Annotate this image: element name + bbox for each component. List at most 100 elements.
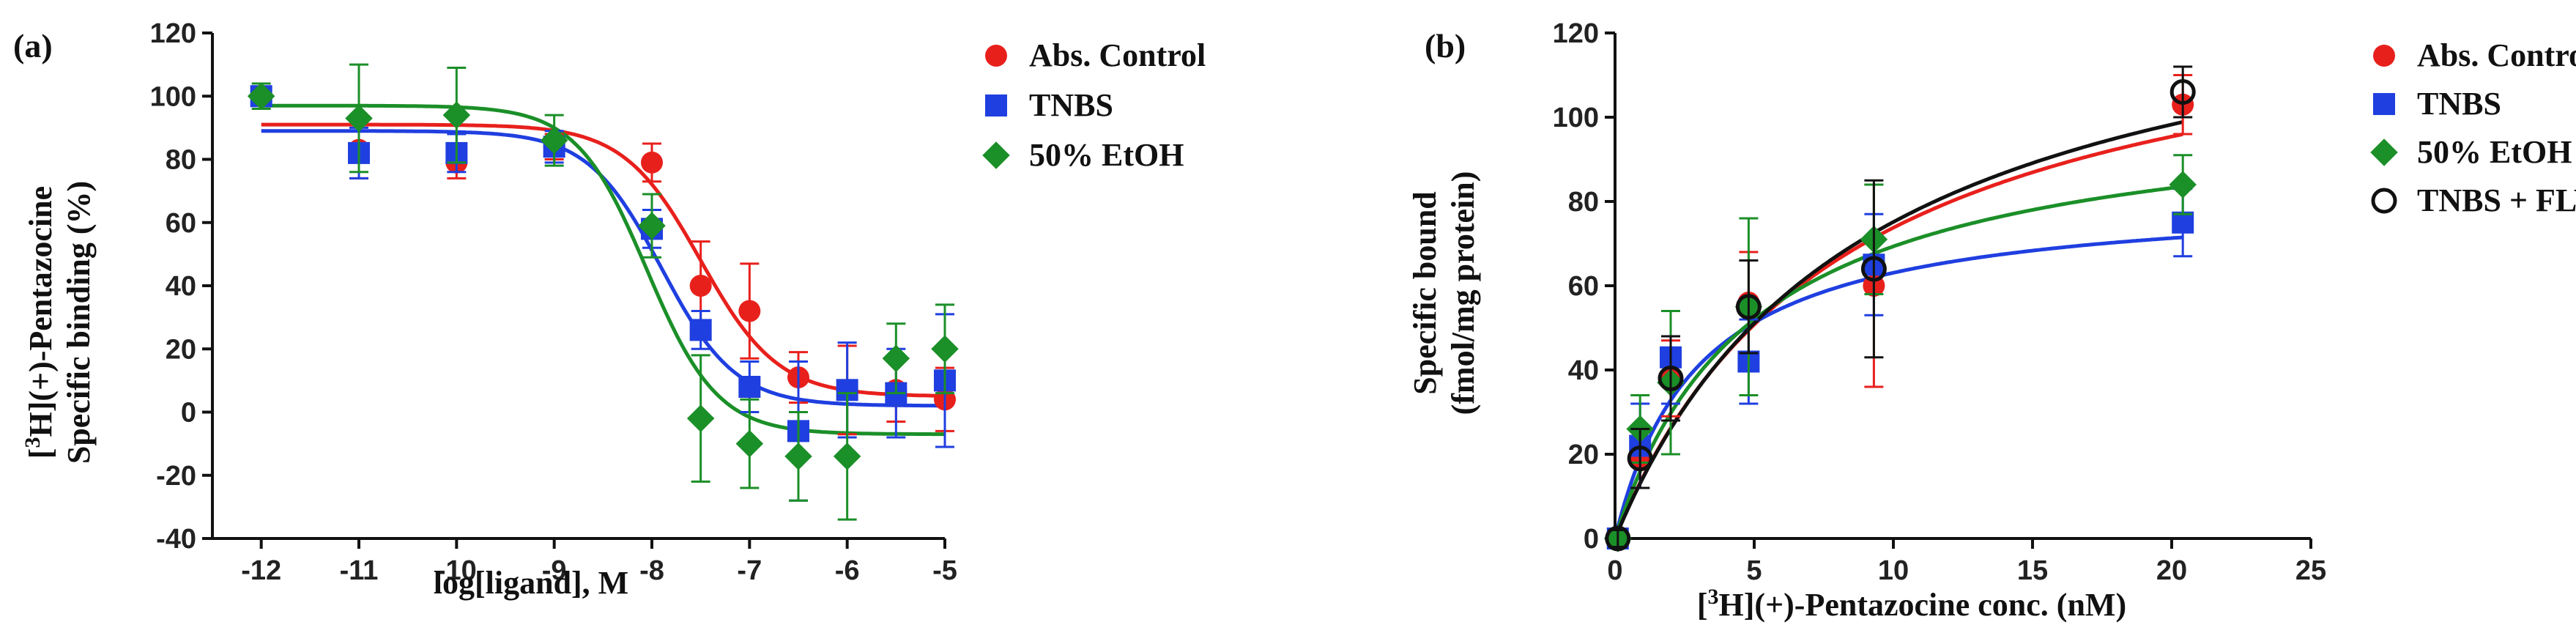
panel-a-ylabel-rest: H](+)-Pentazocine — [23, 186, 59, 437]
data-point — [738, 360, 761, 413]
legend-entry: 50% EtOH — [2370, 134, 2572, 170]
legend-marker — [2371, 188, 2397, 214]
panel-b-y-axis-label-line1: Specific bound — [1407, 191, 1443, 395]
data-point — [638, 193, 666, 259]
data-point — [686, 354, 715, 483]
x-tick-label: -7 — [737, 555, 762, 586]
x-tick-label: 20 — [2156, 555, 2187, 586]
marker — [882, 344, 910, 372]
data-point — [689, 310, 712, 350]
x-tick-label: 0 — [1607, 555, 1622, 586]
legend-marker — [2373, 45, 2395, 67]
legend-label: TNBS + FLV — [2417, 182, 2576, 218]
data-point — [442, 66, 471, 164]
data-point — [738, 262, 761, 360]
marker — [833, 443, 861, 470]
y-tick-label: 80 — [166, 145, 196, 176]
fit-curve-tnbs — [1613, 235, 2183, 539]
data-point — [735, 398, 764, 489]
error-bar — [2173, 65, 2193, 119]
marker — [345, 104, 373, 133]
x-tick-label: -8 — [639, 555, 664, 586]
panel-b-fit-curves — [1613, 120, 2183, 539]
fit-curve-50-etoh — [261, 103, 945, 437]
error-bar — [1864, 179, 1884, 359]
x-tick-label: -11 — [340, 555, 379, 586]
y-tick-label: 0 — [181, 398, 196, 429]
y-tick-label: 40 — [1568, 355, 1599, 386]
legend-label: TNBS — [1029, 87, 1113, 123]
data-point — [1860, 179, 1887, 359]
panel-a-label: (a) — [13, 27, 53, 64]
data-point — [247, 82, 275, 110]
y-tick-label: 60 — [1568, 271, 1599, 302]
panel-a-axes — [202, 32, 946, 549]
marker — [2169, 171, 2197, 199]
data-point — [540, 114, 568, 167]
legend-label: 50% EtOH — [2417, 134, 2572, 170]
y-tick-label: -20 — [156, 461, 196, 492]
legend-label: Abs. Control — [2417, 37, 2576, 73]
legend-entry: 50% EtOH — [982, 137, 1184, 173]
panel-b-y-axis-label-line2: (fmol/mg protein) — [1445, 171, 1481, 415]
marker — [641, 151, 663, 174]
fit-curve-abs-control — [261, 122, 946, 398]
x-tick-label: 15 — [2017, 555, 2048, 586]
y-tick-label: 60 — [166, 208, 196, 239]
panel-a-y-tick-labels: -40 -20 0 20 40 60 80 100 120 — [150, 18, 196, 555]
marker — [738, 300, 761, 322]
panel-a-fit-curves — [261, 103, 946, 437]
x-tick-label: 10 — [1878, 555, 1909, 586]
marker — [540, 126, 568, 155]
legend-entry: TNBS — [2373, 86, 2501, 122]
panel-a-x-tick-labels: -12 -11 -10 -9 -8 -7 -6 -5 — [241, 555, 957, 586]
panel-b-data-points — [1604, 65, 2197, 552]
x-tick-label: -10 — [437, 555, 477, 586]
marker — [686, 404, 715, 432]
marker — [689, 319, 712, 341]
data-point — [1627, 428, 1653, 489]
marker — [247, 82, 275, 110]
panel-a-data-points — [247, 63, 959, 521]
data-point — [784, 411, 812, 502]
x-tick-label: -12 — [241, 555, 281, 586]
legend-marker — [982, 141, 1010, 169]
legend-entry: Abs. Control — [2373, 37, 2576, 73]
marker — [442, 101, 471, 129]
y-tick-label: 40 — [166, 271, 196, 302]
fit-curve-50-etoh — [1613, 185, 2183, 539]
data-point — [641, 142, 663, 183]
data-point — [345, 63, 373, 174]
x-tick-label: -9 — [542, 555, 567, 586]
data-point — [833, 392, 861, 521]
y-tick-label: 120 — [150, 18, 196, 49]
legend-marker — [985, 95, 1007, 116]
panel-b-x-tick-labels: 0 5 10 15 20 25 — [1607, 555, 2326, 586]
panel-b-legend: Abs. Control TNBS 50% EtOH TNBS + FLV — [2370, 37, 2576, 218]
x-tick-label: -5 — [932, 555, 957, 586]
marker — [1735, 294, 1762, 320]
marker — [1860, 256, 1887, 282]
data-point — [1735, 259, 1762, 355]
y-tick-label: 0 — [1584, 524, 1599, 555]
y-tick-label: -40 — [156, 524, 196, 555]
panel-a-legend: Abs. Control TNBS 50% EtOH — [982, 37, 1206, 173]
legend-entry: Abs. Control — [985, 37, 1206, 73]
error-bar — [1630, 428, 1650, 489]
marker — [784, 443, 812, 470]
marker — [738, 376, 761, 398]
marker — [1658, 366, 1684, 391]
x-tick-label: 25 — [2295, 555, 2326, 586]
y-tick-label: 20 — [1568, 440, 1599, 470]
marker — [1627, 445, 1653, 472]
panel-a-y-axis-label-line2: Specific binding (%) — [61, 181, 97, 464]
data-point — [882, 322, 910, 395]
panel-b-label: (b) — [1425, 27, 1466, 64]
fit-curve-tnbs-flv — [1613, 120, 2183, 539]
legend-label: 50% EtOH — [1029, 137, 1184, 173]
legend-entry: TNBS — [985, 87, 1113, 123]
data-point — [2169, 154, 2197, 215]
marker — [735, 429, 764, 458]
